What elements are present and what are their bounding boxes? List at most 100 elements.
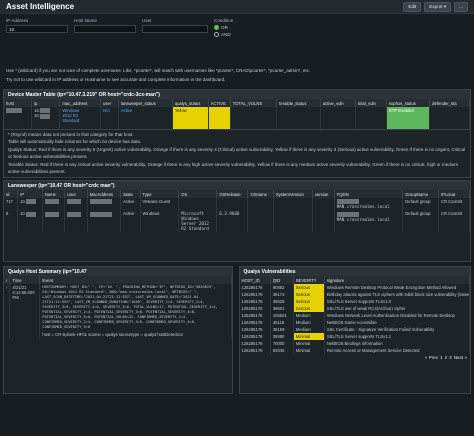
ls-col-fqdn[interactable]: FQDN <box>334 190 404 198</box>
qv-cell-sev: Medium <box>293 312 325 319</box>
ls-cell-state: Active <box>120 198 141 211</box>
condition-label: Condition <box>214 18 234 23</box>
radio-or-icon <box>214 25 219 30</box>
radio-or[interactable]: OR <box>214 25 233 30</box>
col-total-vuln[interactable]: total_vuln <box>355 99 387 107</box>
next-page[interactable]: Next » <box>453 355 467 360</box>
col-mac[interactable]: mac_address <box>59 99 102 107</box>
ls-col-osname[interactable]: OSname <box>247 190 274 198</box>
export-button[interactable]: Export ▾ <box>424 1 452 12</box>
table-row: 126285176 82045 Minimal Remote Access or Ma… <box>239 347 470 354</box>
qv-col-host[interactable]: HOST_ID <box>239 276 271 284</box>
user-input[interactable] <box>142 25 208 33</box>
device-note-3: Qualys Status: Red if there is any sever… <box>8 147 466 159</box>
col-sophos[interactable]: sophos_status <box>386 99 431 107</box>
ls-col-id[interactable]: Id <box>4 190 19 198</box>
cell-host[interactable] <box>4 107 33 129</box>
ls-col-type[interactable]: Type <box>140 190 180 198</box>
cell-total-vuln <box>355 107 387 129</box>
ls-cell-ip: 10. <box>17 198 43 211</box>
ls-cell-type: Windows <box>140 210 180 233</box>
cell-total-vulns <box>230 107 278 129</box>
ls-cell-osrel <box>216 198 249 211</box>
qv-cell-sev: Minimal <box>293 340 325 347</box>
page-2[interactable]: 2 <box>444 355 448 360</box>
ls-col-state[interactable]: State <box>120 190 141 198</box>
radio-and-icon <box>214 32 219 37</box>
col-lansweeper[interactable]: lansweeper_status <box>118 99 173 107</box>
table-row: 126285176 38169 Medium SSL Certificate - Si… <box>239 326 470 333</box>
page-1[interactable]: 1 <box>440 355 443 360</box>
qualys-vulns-panel: Qualys Vulnerabilities HOST_ID QID SEVER… <box>238 266 471 394</box>
ls-cell-version <box>312 198 335 211</box>
cell-active <box>208 107 231 129</box>
qs-col-event[interactable]: Event <box>39 276 232 284</box>
col-tenable[interactable]: tenable_status <box>276 99 321 107</box>
ls-col-version[interactable]: version <box>312 190 335 198</box>
col-qualys[interactable]: qualys_status <box>172 99 209 107</box>
qs-footer-source[interactable]: qualys <box>105 332 118 337</box>
qv-cell-host: 126285176 <box>239 319 271 326</box>
ip-input[interactable]: 10. <box>6 25 68 33</box>
qv-cell-host: 126285176 <box>239 312 271 319</box>
qs-col-time[interactable]: Time <box>9 276 41 284</box>
more-button[interactable]: ... <box>454 1 468 12</box>
qv-cell-qid: 38601 <box>270 305 294 312</box>
qv-cell-host: 126285176 <box>239 347 271 354</box>
qv-cell-sig: NetBIOS Name Accessible <box>324 319 470 326</box>
ls-col-iploc[interactable]: IPLocat <box>438 190 470 198</box>
device-master-table: host ip mac_address user lansweeper_stat… <box>4 99 470 129</box>
radio-and[interactable]: AND <box>214 32 233 37</box>
table-row: › 4/21/21 4:12:55.000 PM HOSTSUMMARY: HO… <box>4 284 232 338</box>
col-total-vulns[interactable]: TOTAL_VULNS <box>230 99 278 107</box>
qv-cell-qid: 90882 <box>270 284 294 291</box>
qv-cell-sev: Serious <box>293 305 325 312</box>
qs-footer-source-key: source = <box>88 332 105 337</box>
ls-cell-group: Default group <box>402 198 439 211</box>
lansweeper-title: Lansweeper (ip="10.47 OR host="crdc man"… <box>4 181 470 190</box>
edit-button[interactable]: Edit <box>403 1 422 12</box>
ls-cell-mac <box>87 198 122 211</box>
top-bar: Asset Intelligence Edit Export ▾ ... <box>0 0 474 14</box>
col-host[interactable]: host <box>4 99 33 107</box>
qv-cell-host: 126285176 <box>239 340 271 347</box>
col-user[interactable]: user <box>100 99 119 107</box>
table-row: 126285176 38601 Serious SSL/TLS use of weak… <box>239 305 470 312</box>
qv-cell-sev: Serious <box>293 291 325 298</box>
qv-cell-sev: Serious <box>293 284 325 291</box>
table-row: 126285176 38628 Serious SSL/TLS Server supp… <box>239 298 470 305</box>
qv-cell-sig: Windows Network Level Authentication Dis… <box>324 312 470 319</box>
ls-col-os[interactable]: OS <box>178 190 218 198</box>
col-ip[interactable]: ip <box>31 99 61 107</box>
qv-cell-sev: Medium <box>293 326 325 333</box>
col-active[interactable]: ACTIVE <box>208 99 231 107</box>
radio-or-label: OR <box>221 25 228 30</box>
ls-col-osrelease[interactable]: OSRelease <box>216 190 249 198</box>
ls-col-ip[interactable]: IP <box>17 190 43 198</box>
qv-col-sev[interactable]: SEVERITY <box>293 276 325 284</box>
page-3[interactable]: 3 <box>449 355 452 360</box>
user-label: User <box>142 18 152 23</box>
host-input[interactable] <box>74 25 136 33</box>
qv-col-sig[interactable]: signature <box>324 276 470 284</box>
ls-col-user[interactable]: User <box>64 190 88 198</box>
ls-col-mac[interactable]: MacAddress <box>87 190 122 198</box>
cell-ip: 10. 10. <box>31 107 61 129</box>
col-defender[interactable]: defender_sta <box>429 99 470 107</box>
prev-page[interactable]: « Prev <box>424 355 439 360</box>
wildcard-note-2: Try not to use wildcard in IP address or… <box>6 76 226 82</box>
col-active-vuln[interactable]: active_vuln <box>320 99 356 107</box>
ls-col-sysver[interactable]: SystemVersion <box>273 190 313 198</box>
ls-cell-version <box>312 210 335 233</box>
qv-col-qid[interactable]: QID <box>270 276 294 284</box>
qv-cell-qid: 70000 <box>270 340 294 347</box>
expand-icon[interactable]: › <box>4 284 11 338</box>
radio-and-label: AND <box>221 32 231 37</box>
qs-footer-host[interactable]: CR-Splunk-HF01 <box>55 332 87 337</box>
table-row: 717 10. Active VMware Guest MAN.crossrea… <box>4 198 470 211</box>
cell-os: Windows 2012 R2 Standard <box>59 107 102 129</box>
ls-col-group[interactable]: GroupName <box>402 190 439 198</box>
qs-footer-sourcetype[interactable]: qualys:hostDetection <box>144 332 183 337</box>
ls-col-name[interactable]: Name <box>42 190 66 198</box>
qualys-vulns-title: Qualys Vulnerabilities <box>239 267 470 276</box>
